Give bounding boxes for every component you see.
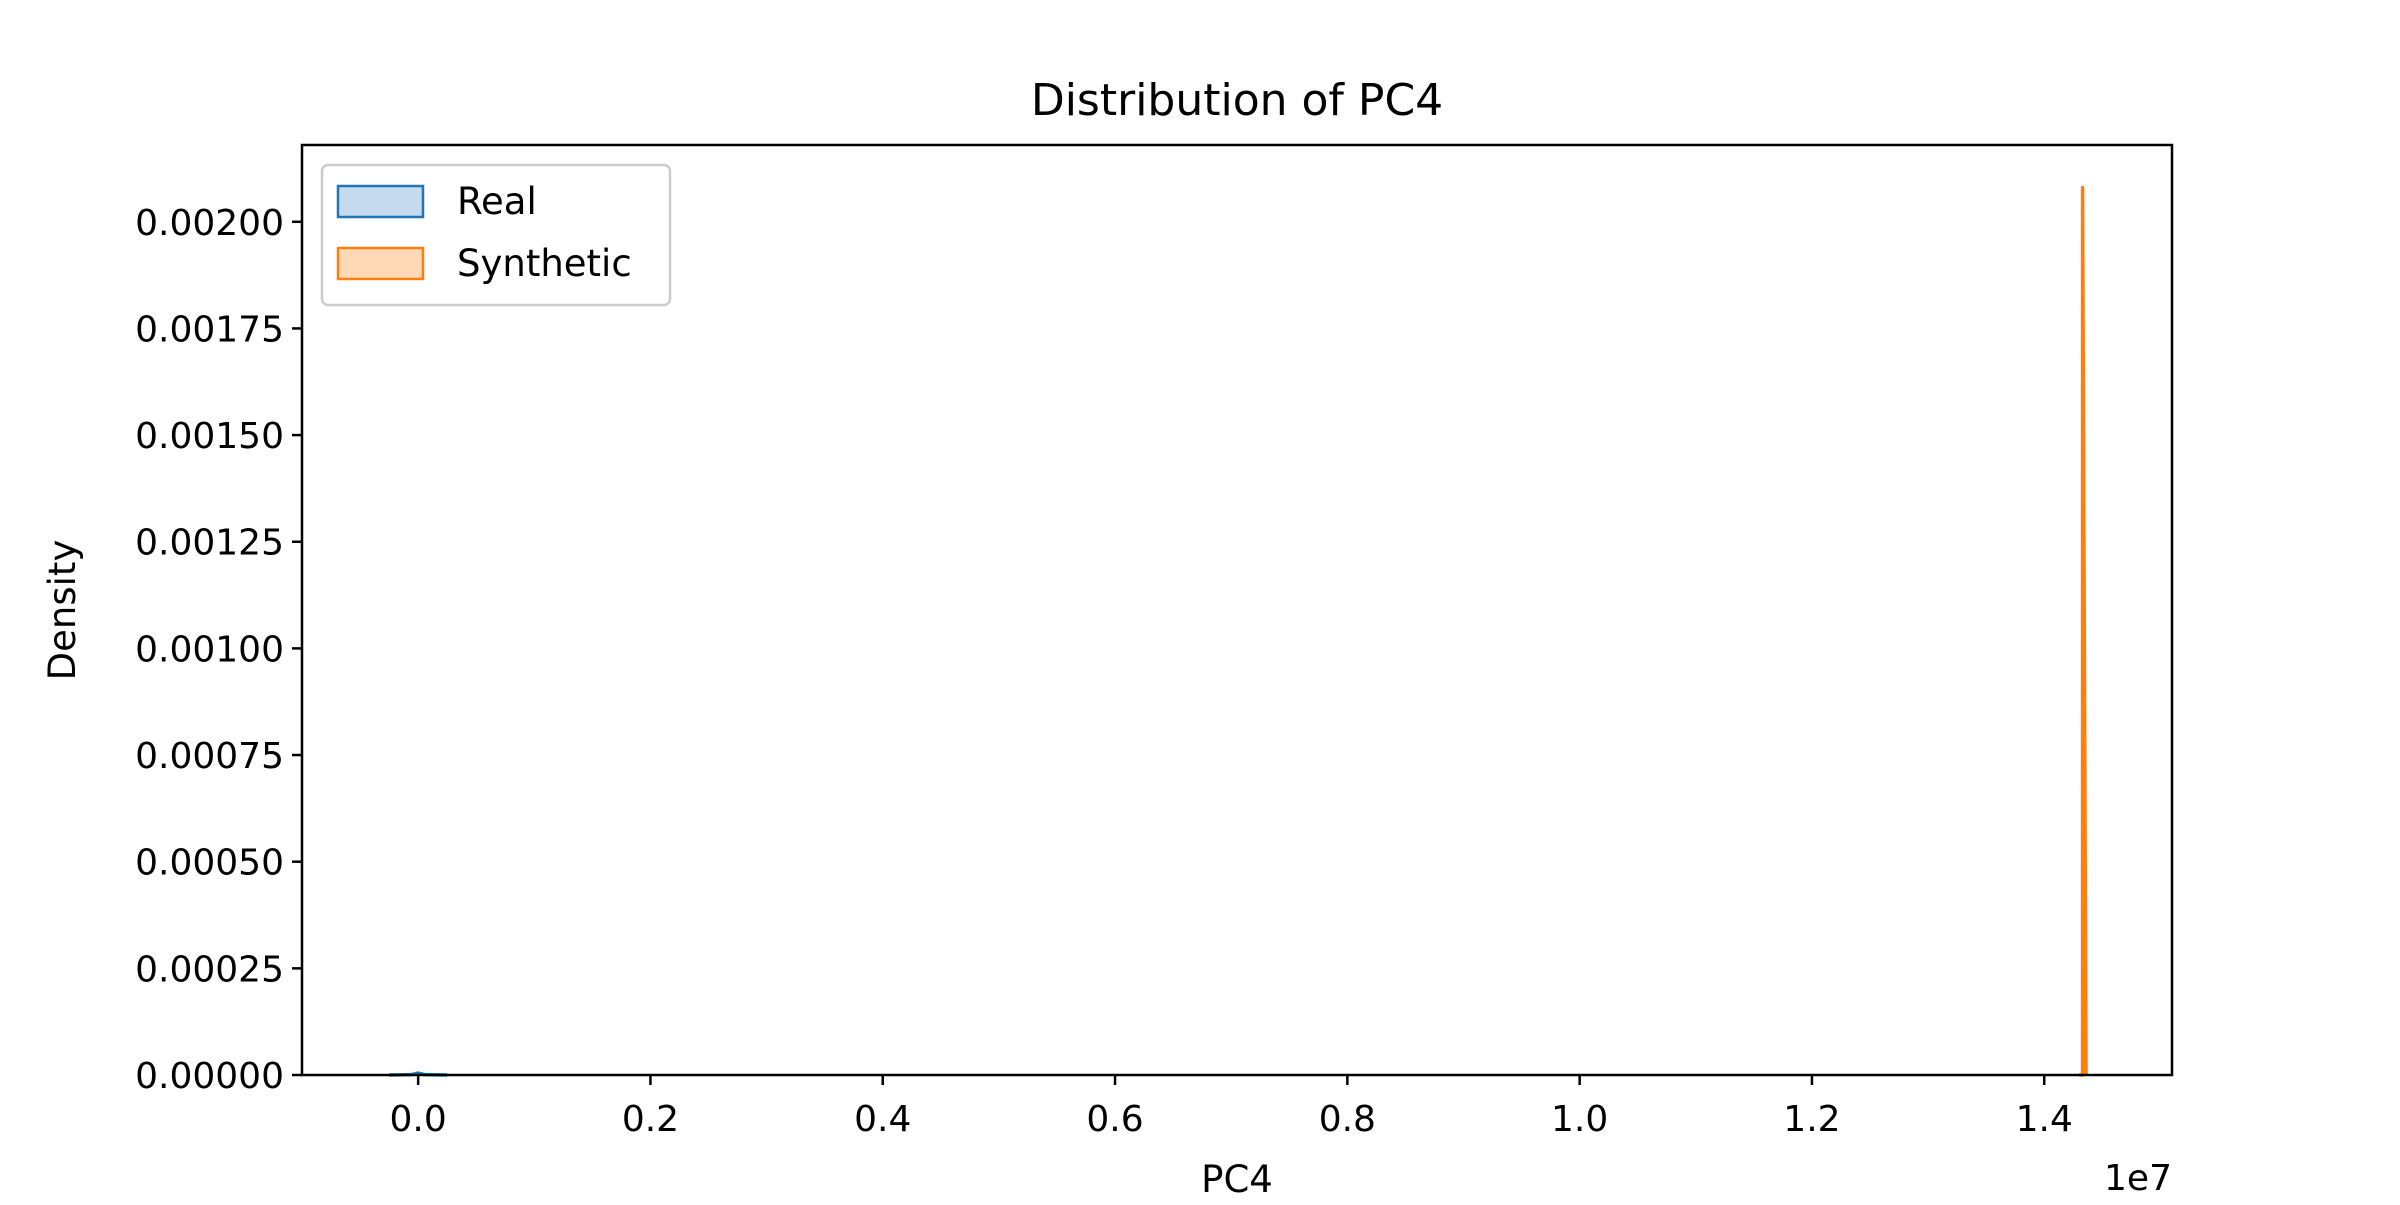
x-tick-label: 0.4 [854, 1099, 911, 1140]
x-tick-label: 1.0 [1551, 1099, 1608, 1140]
x-axis-label: PC4 [1201, 1158, 1273, 1200]
x-tick-label: 0.8 [1319, 1099, 1376, 1140]
y-axis-label: Density [41, 540, 84, 681]
y-tick-label: 0.00050 [135, 843, 284, 884]
y-tick-label: 0.00000 [135, 1056, 284, 1097]
y-axis-ticks: 0.00000 0.00025 0.00050 0.00075 0.00100 0.001… [135, 203, 302, 1097]
x-tick-label: 1.4 [2016, 1099, 2073, 1140]
y-tick-label: 0.00125 [135, 523, 284, 564]
x-tick-label: 0.6 [1086, 1099, 1143, 1140]
y-tick-label: 0.00025 [135, 949, 284, 990]
y-tick-label: 0.00075 [135, 736, 284, 777]
legend-label-synthetic: Synthetic [457, 242, 632, 285]
legend-swatch-real [336, 184, 425, 219]
y-tick-label: 0.00150 [135, 416, 284, 457]
x-tick-label: 1.2 [1783, 1099, 1840, 1140]
y-tick-label: 0.00100 [135, 629, 284, 670]
y-tick-label: 0.00200 [135, 203, 284, 244]
chart-title: Distribution of PC4 [1031, 75, 1443, 126]
y-tick-label: 0.00175 [135, 309, 284, 350]
plot-frame [300, 143, 2174, 1077]
x-tick-label: 0.0 [390, 1099, 447, 1140]
legend-label-real: Real [457, 180, 537, 223]
x-axis-offset-label: 1e7 [2104, 1158, 2172, 1199]
x-axis-ticks: 0.0 0.2 0.4 0.6 0.8 1.0 1.2 1.4 [390, 1075, 2073, 1140]
legend: Real Synthetic [320, 163, 672, 307]
x-tick-label: 0.2 [622, 1099, 679, 1140]
legend-swatch-synthetic [336, 246, 425, 281]
